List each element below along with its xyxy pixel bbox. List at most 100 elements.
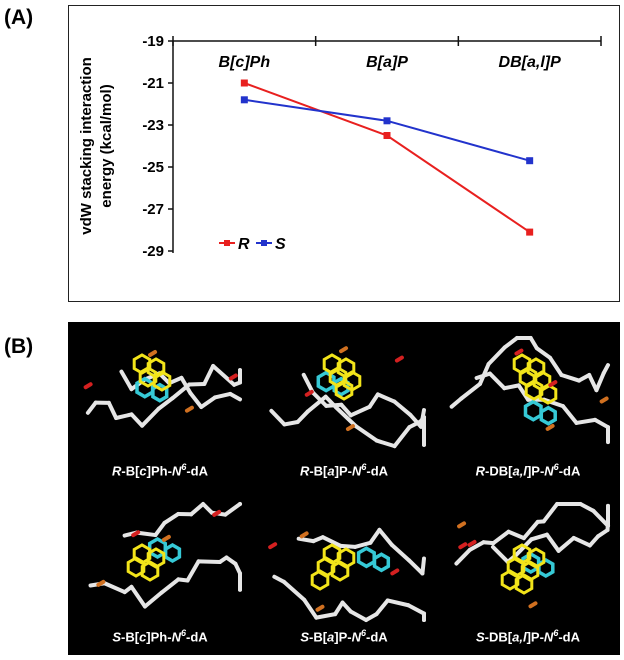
bond [548,355,564,378]
bond [301,372,315,395]
caption-part: a [327,629,335,645]
bond [302,597,319,620]
caption-part: N [544,463,554,479]
bond [268,542,278,550]
caption-part: R [299,463,310,479]
ring [500,569,520,591]
ring [140,560,160,582]
bond [406,603,426,616]
data-point-R [240,79,248,87]
bond [419,408,426,429]
molecule-rendering [454,502,610,609]
bond [340,600,353,614]
legend-marker-S [261,240,267,246]
bond [338,543,358,549]
bond [486,345,507,367]
bond [491,529,511,546]
bond [295,409,310,424]
bond [556,535,576,553]
caption-part: N [171,463,182,479]
bond [392,399,413,417]
panel-b-label: (B) [4,335,34,358]
bond [159,577,181,595]
bond [314,612,338,620]
bond [407,558,425,576]
data-point-R [383,132,391,139]
bond [467,539,477,547]
bond [571,535,592,548]
caption-part: -B[ [308,629,328,645]
caption-part: 6 [361,462,367,472]
bond [142,590,164,609]
legend-label-R: R [238,236,250,253]
structure-cell: S-B[c]Ph-N6-dA [68,488,252,654]
caption-part: -B[ [121,629,140,645]
bond [320,535,343,548]
bond [528,601,538,609]
caption-part: -dA [558,463,581,479]
caption-part: -dA [186,463,209,479]
bond [457,521,467,529]
bond [339,346,349,354]
y-tick-label: -25 [142,159,164,176]
molecule-rendering [268,527,426,622]
caption-part: R [111,463,122,479]
caption-part: c [139,629,147,645]
bond [374,598,390,617]
ring [147,536,168,560]
bond [420,556,426,576]
bond [587,534,601,548]
structure-caption: R-B[c]Ph-N6-dA [68,462,252,478]
bond [83,382,93,390]
legend-marker-R [224,240,230,246]
caption-part: a [327,463,335,479]
bond [196,559,222,564]
structure-caption: R-DB[a,l]P-N6-dA [436,462,620,478]
bond [392,425,412,449]
bond [514,348,524,356]
bond [594,370,606,393]
caption-part: ]P- [334,629,352,645]
bond [187,381,207,387]
bond [599,396,609,404]
bond [375,392,397,404]
caption-part: R [475,463,486,479]
caption-part: -dA [185,629,208,645]
ring [334,379,354,401]
caption-part: 6 [361,628,367,638]
bond [353,424,379,443]
bond [591,508,610,528]
x-category-label: DB[a,l]P [499,54,562,71]
bond [106,400,119,420]
structure-caption: S-DB[a,l]P-N6-dA [436,628,620,644]
structure-cell: R-DB[a,l]P-N6-dA [436,322,620,488]
ring [539,405,557,426]
bond [467,540,486,552]
bond [560,404,579,425]
bond [156,396,175,411]
caption-part: N [543,629,554,645]
ring [163,542,182,564]
bond [184,405,194,413]
bond [408,412,424,429]
caption-part: -dA [558,629,580,645]
caption-part: 6 [553,462,559,472]
x-category-label: B[c]Ph [219,54,271,71]
caption-part: ]P- [526,629,544,645]
bond [574,417,598,425]
bond [390,568,400,576]
ring [521,551,541,575]
chart-frame: -19 -21 -23 -25 -27 -29 B[c]Ph B[a]P DB[a,l]P vdW… [68,5,620,302]
bond [282,579,307,602]
bond [601,363,610,375]
bond [377,527,394,548]
bond [282,419,300,427]
bond [296,536,316,544]
structure-cell: R-B[a]P-N6-dA [252,322,436,488]
bond [367,392,380,409]
caption-part: -dA [366,463,389,479]
bond [541,502,560,524]
bond [161,534,171,542]
caption-part: ]P- [334,463,352,479]
structure-cell: S-DB[a,l]P-N6-dA [436,488,620,654]
